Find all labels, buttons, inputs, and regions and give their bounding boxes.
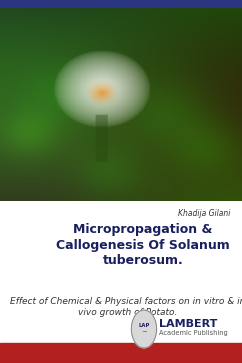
Text: Effect of Chemical & Physical factors on in vitro & in
vivo growth of Potato.: Effect of Chemical & Physical factors on… — [10, 297, 242, 317]
Bar — [0, 201, 242, 343]
Bar — [0, 343, 242, 363]
Bar — [0, 0, 242, 8]
Text: LAP: LAP — [138, 323, 150, 328]
Circle shape — [131, 310, 157, 348]
Text: Khadija Gilani: Khadija Gilani — [178, 209, 230, 218]
Text: ~: ~ — [141, 329, 147, 335]
Text: Micropropagation &
Callogenesis Of Solanum
tuberosum.: Micropropagation & Callogenesis Of Solan… — [56, 223, 230, 267]
Text: Academic Publishing: Academic Publishing — [159, 330, 228, 336]
Text: LAMBERT: LAMBERT — [159, 319, 217, 329]
